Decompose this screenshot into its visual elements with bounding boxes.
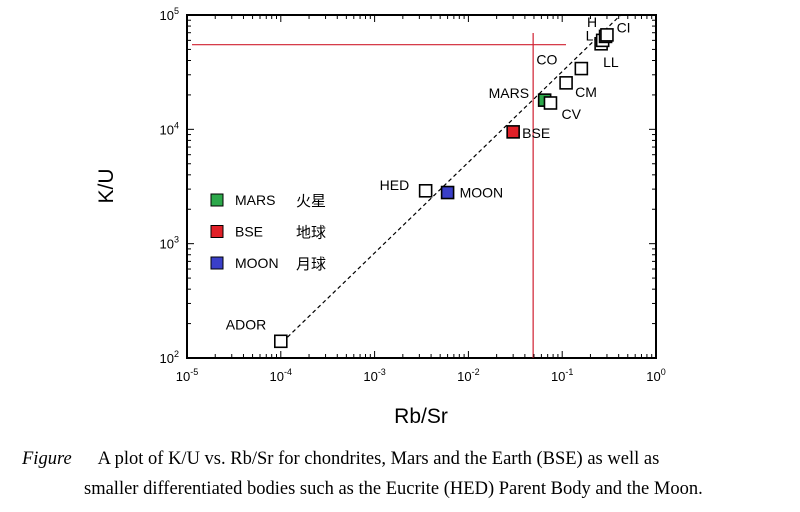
- x-axis-label: Rb/Sr: [394, 405, 448, 428]
- legend: MARS 火星 BSE 地球 MOON 月球: [210, 192, 326, 273]
- point-label-ll: LL: [603, 54, 619, 70]
- y-tick-label: 102: [160, 349, 179, 366]
- legend-label-zh-bse: 地球: [296, 224, 326, 242]
- point-label-hed: HED: [380, 177, 410, 193]
- point-label-bse: BSE: [522, 125, 550, 141]
- axis-tick-labels: 10-5 10-4 10-3 10-2 10-1 100 102 103 104 105: [160, 6, 666, 384]
- caption-line-1: A plot of K/U vs. Rb/Sr for chondrites, …: [97, 449, 660, 469]
- data-point-ador: [273, 334, 288, 349]
- data-point-moon: [440, 185, 455, 200]
- x-tick-label: 10-1: [551, 367, 573, 384]
- kU-vs-rbsr-chart: 10-5 10-4 10-3 10-2 10-1 100 102 103 104 105 ADOR…: [95, 6, 666, 428]
- point-label-h: H: [587, 14, 597, 30]
- x-tick-label: 100: [646, 367, 665, 384]
- point-label-moon: MOON: [460, 185, 504, 201]
- y-axis-label: K/U: [95, 168, 118, 203]
- data-point-co: [574, 61, 589, 76]
- data-point-cv: [543, 96, 558, 110]
- data-point-bse: [506, 125, 520, 139]
- caption-line-2: smaller differentiated bodies such as th…: [84, 479, 703, 499]
- x-tick-label: 10-2: [457, 367, 479, 384]
- trend-line: [276, 14, 622, 348]
- y-tick-label: 105: [160, 6, 179, 23]
- x-tick-label: 10-4: [270, 367, 292, 384]
- y-tick-label: 103: [160, 235, 179, 252]
- point-label-cv: CV: [561, 106, 581, 122]
- data-point-h: [600, 28, 614, 42]
- point-label-co: CO: [536, 52, 557, 68]
- legend-label-moon: MOON: [235, 255, 279, 271]
- point-label-mars: MARS: [489, 85, 529, 101]
- legend-swatch-bse: [210, 225, 224, 238]
- point-label-cm: CM: [575, 84, 597, 100]
- point-label-ador: ADOR: [226, 316, 266, 332]
- data-point-cm: [559, 76, 573, 90]
- figure-caption: Figure A plot of K/U vs. Rb/Sr for chondr…: [22, 444, 792, 504]
- point-label-ci: CI: [617, 19, 631, 35]
- legend-swatch-moon: [210, 256, 224, 270]
- axis-ticks: [186, 15, 656, 359]
- legend-label-bse: BSE: [235, 224, 263, 240]
- x-tick-label: 10-5: [176, 367, 198, 384]
- y-tick-label: 104: [160, 120, 179, 137]
- legend-label-zh-mars: 火星: [296, 192, 326, 210]
- caption-label: Figure: [22, 449, 72, 469]
- x-tick-label: 10-3: [363, 367, 385, 384]
- plot-frame: [186, 14, 657, 359]
- data-point-hed: [418, 183, 433, 198]
- legend-swatch-mars: [210, 193, 224, 207]
- legend-label-zh-moon: 月球: [296, 255, 326, 273]
- data-points: [273, 28, 614, 349]
- point-label-l: L: [586, 27, 594, 43]
- legend-label-mars: MARS: [235, 192, 275, 208]
